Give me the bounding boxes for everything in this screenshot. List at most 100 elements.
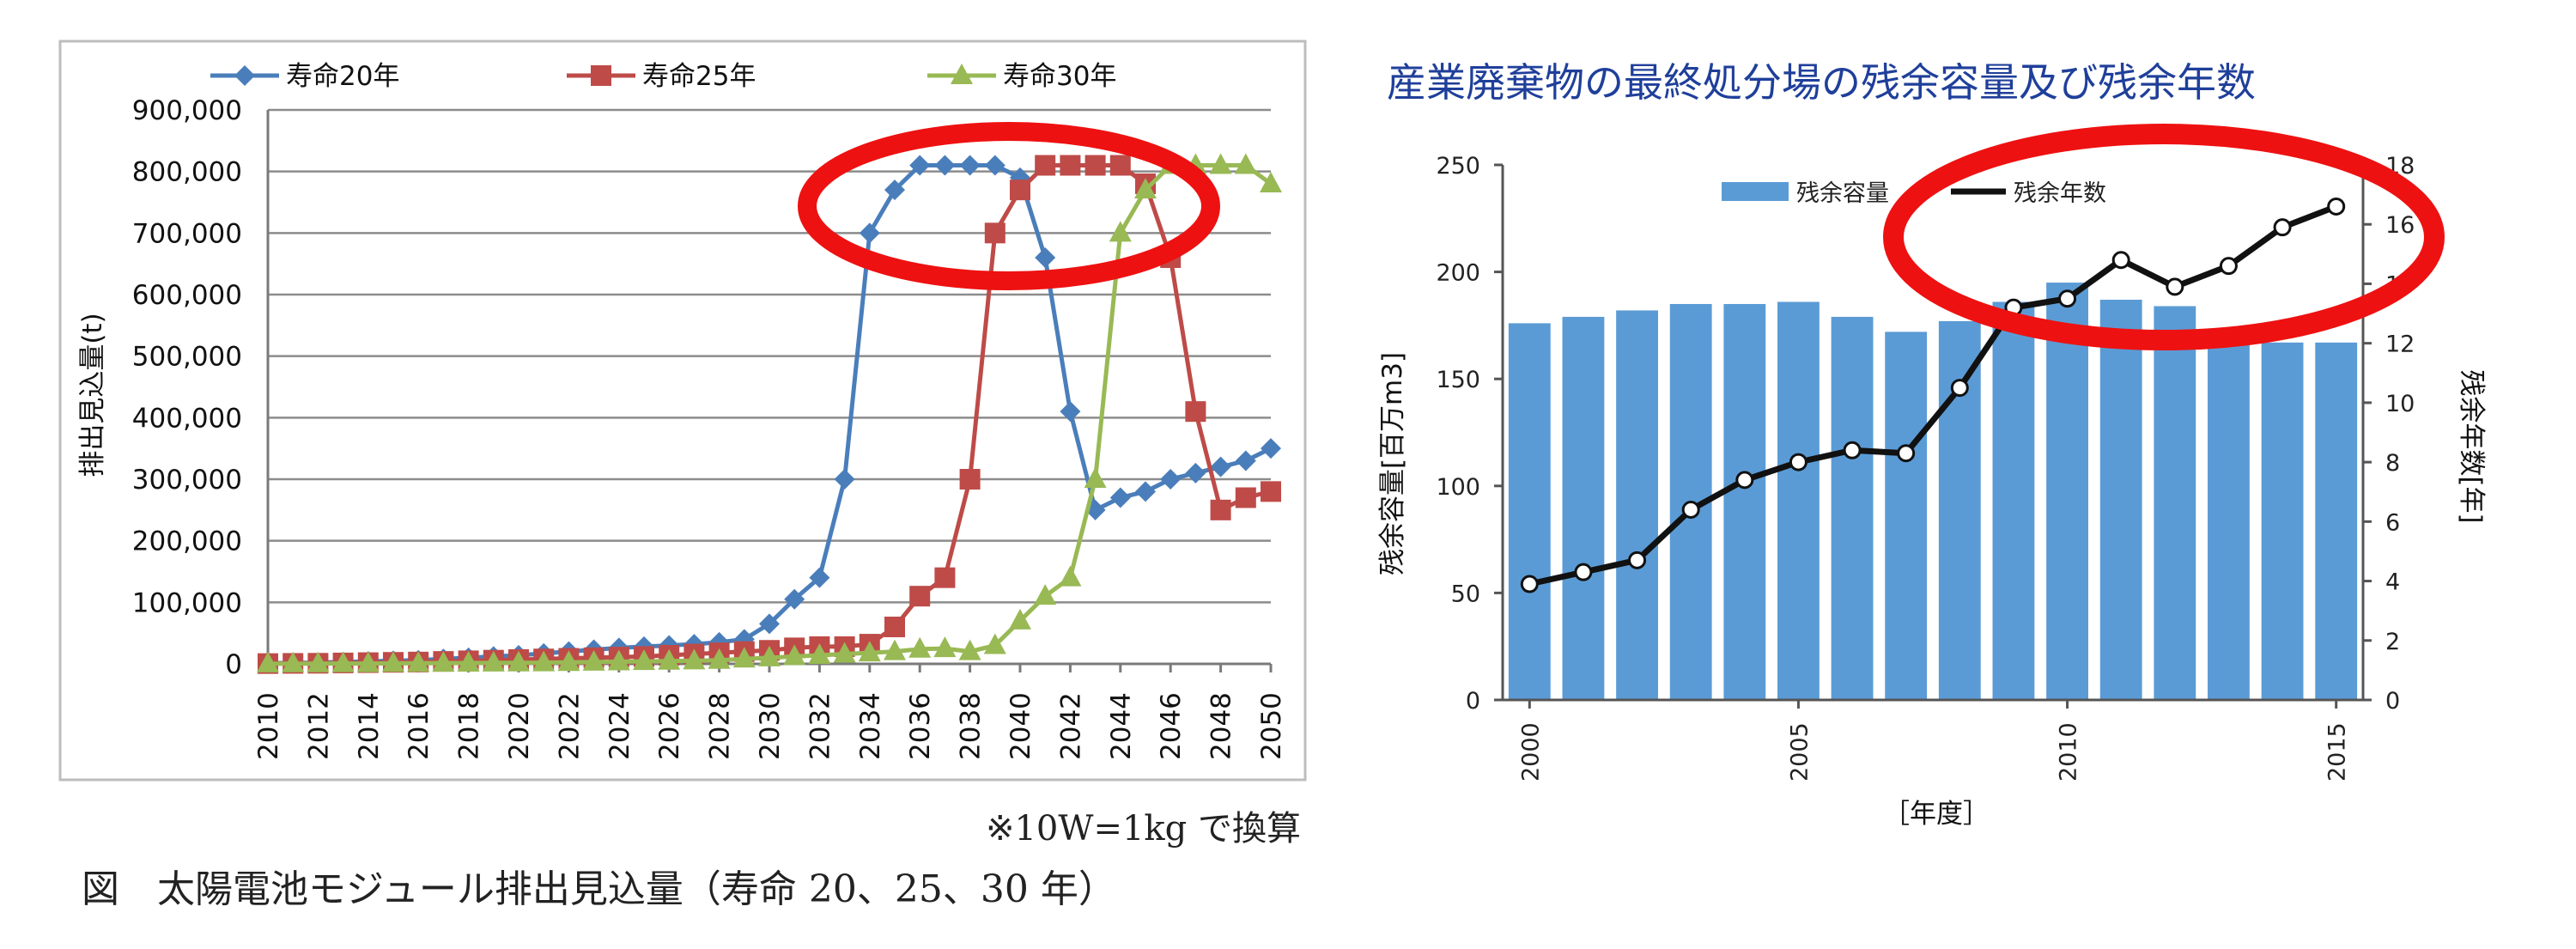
right-line-point: [2166, 277, 2184, 296]
left-data-point: [1261, 438, 1281, 459]
right-legend-label: 残余年数: [2014, 180, 2106, 207]
left-data-point: [432, 651, 455, 672]
right-y-right-tick-label: 2: [2385, 629, 2400, 655]
left-y-tick-label: 100,000: [132, 587, 242, 618]
right-line-point: [1628, 551, 1647, 569]
right-bar: [1885, 332, 1928, 700]
left-data-point: [1135, 481, 1156, 502]
right-legend-label: 残余容量: [1796, 180, 1889, 207]
right-years-line: [1528, 204, 2337, 587]
left-x-tick-label: 2032: [805, 692, 835, 760]
left-x-tick-label: 2050: [1256, 692, 1287, 760]
left-data-point: [1109, 221, 1132, 242]
left-data-point: [884, 617, 905, 637]
left-data-point: [833, 642, 856, 663]
left-data-point: [1260, 172, 1282, 192]
right-chart-title: 産業廃棄物の最終処分場の残余容量及び残余年数: [1387, 59, 2256, 106]
left-data-point: [1060, 401, 1081, 423]
left-data-point: [382, 651, 404, 672]
right-line-point: [2219, 257, 2238, 276]
left-y-tick-label: 200,000: [132, 526, 242, 557]
left-y-axis-title: 排出見込量(t): [77, 313, 108, 477]
left-series: [257, 153, 1282, 674]
left-data-point: [1234, 153, 1257, 174]
right-bar: [2154, 306, 2196, 700]
left-data-point: [933, 636, 957, 658]
left-data-point: [1035, 155, 1056, 176]
right-y-right-tick-label: 4: [2385, 569, 2400, 596]
right-line-point: [1897, 444, 1916, 463]
right-x-tick-label: 2015: [2324, 722, 2351, 782]
right-line-series: [1520, 197, 2346, 593]
left-data-point: [307, 651, 330, 672]
left-x-tick-label: 2012: [303, 692, 334, 760]
right-y-right-tick-label: 16: [2385, 212, 2415, 239]
left-data-point: [732, 647, 756, 668]
right-y-left-tick-labels: 0 50 100 150 200 250: [1436, 153, 1480, 715]
right-bar: [1938, 320, 1981, 700]
right-y-right-axis-title: 残余年数[年]: [2456, 369, 2487, 523]
right-line-point: [2273, 218, 2292, 237]
left-data-point: [1035, 247, 1056, 268]
left-data-point: [1160, 469, 1182, 490]
left-x-tick-label: 2038: [956, 692, 987, 760]
left-data-point: [1109, 487, 1131, 508]
left-data-point: [1134, 178, 1157, 199]
left-data-point: [984, 222, 1005, 244]
left-data-point: [633, 649, 655, 671]
left-y-tick-label: 600,000: [132, 280, 242, 311]
left-data-point: [858, 641, 881, 662]
left-x-tick-label: 2028: [705, 692, 736, 760]
left-data-point: [282, 651, 305, 672]
left-data-point: [758, 645, 781, 666]
left-data-point: [407, 651, 430, 672]
left-legend: 寿命20年 寿命25年 寿命30年: [210, 61, 1116, 92]
left-x-tick-label: 2026: [654, 692, 685, 760]
left-x-tick-label: 2042: [1055, 692, 1086, 760]
right-y-left-tick-label: 150: [1436, 367, 1480, 393]
left-data-point: [759, 613, 780, 635]
right-bar: [1562, 316, 1605, 700]
left-data-point: [331, 651, 355, 672]
left-x-tick-label: 2016: [404, 692, 434, 760]
left-data-point: [808, 642, 831, 664]
left-chart: 0 100,000 200,000 300,000 400,000 500,000 600,…: [58, 40, 1307, 782]
right-line-point: [1789, 453, 1807, 471]
right-bar: [2208, 332, 2250, 700]
left-x-tick-label: 2022: [554, 692, 585, 760]
right-line-point: [2327, 197, 2346, 216]
left-data-point: [1185, 401, 1206, 423]
left-data-point: [607, 649, 630, 671]
left-data-point: [658, 648, 681, 670]
left-x-tick-label: 2020: [504, 692, 535, 760]
right-line-point: [1574, 563, 1593, 581]
left-data-point: [1059, 565, 1082, 587]
left-data-point: [958, 639, 981, 660]
left-data-point: [257, 651, 279, 672]
left-x-tick-label: 2018: [454, 692, 485, 760]
left-y-tick-label: 400,000: [132, 403, 242, 434]
left-data-point: [356, 651, 380, 672]
right-y-left-tick-label: 100: [1436, 474, 1480, 501]
right-line-point: [1950, 379, 1969, 398]
left-data-point: [482, 650, 505, 672]
highlight-ellipse-right: [1883, 124, 2445, 350]
right-y-left-tick-label: 0: [1466, 688, 1480, 715]
right-line-point: [1843, 441, 1862, 459]
right-x-tick-label: 2000: [1517, 722, 1544, 782]
left-x-tick-label: 2034: [855, 692, 886, 760]
left-data-point: [1185, 462, 1206, 484]
left-data-point: [1261, 481, 1281, 502]
right-line-point: [2058, 289, 2077, 308]
right-x-tick-label: 2010: [2056, 722, 2082, 782]
right-bar: [1508, 323, 1551, 700]
left-data-point: [1060, 155, 1081, 176]
left-data-point: [457, 650, 480, 672]
right-y-left-tick-label: 250: [1436, 153, 1480, 179]
left-data-point: [859, 222, 880, 244]
right-y-right-tick-label: 12: [2385, 332, 2415, 358]
left-legend-label: 寿命20年: [286, 61, 399, 92]
left-data-point: [784, 588, 805, 610]
